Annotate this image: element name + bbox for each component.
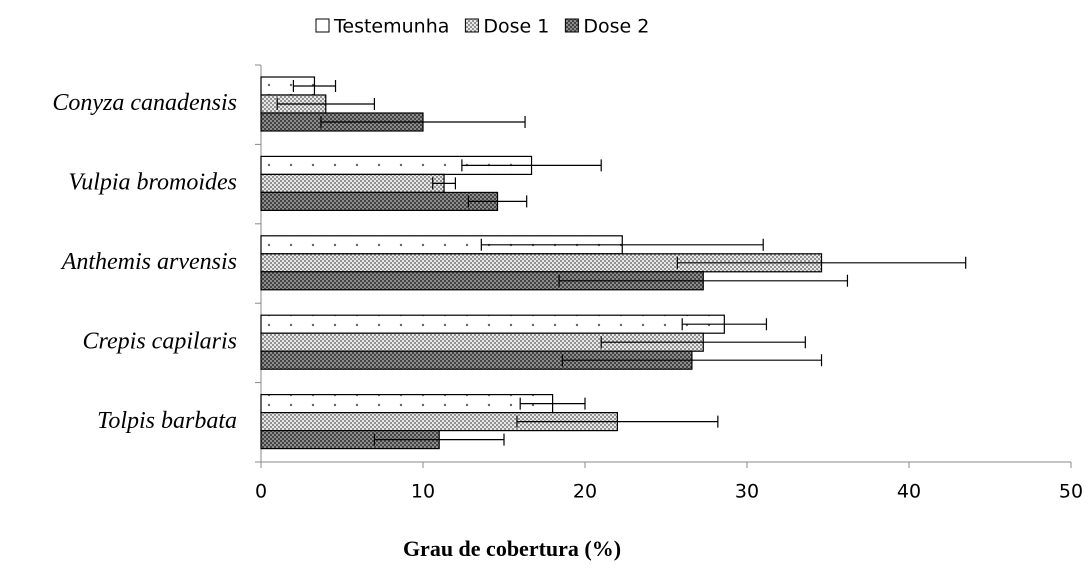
error-bar: [676, 256, 967, 269]
error-bar: [292, 80, 337, 92]
bar: [260, 191, 499, 211]
error-bar: [600, 336, 806, 349]
legend-label: Dose 1: [483, 16, 549, 38]
category-label: Tolpis barbata: [97, 408, 237, 434]
error-bar: [373, 433, 505, 446]
x-tick-label: 0: [255, 481, 267, 503]
legend-swatch: [315, 18, 330, 33]
x-tick-label: 20: [573, 481, 597, 503]
category-label: Crepis capilaris: [83, 328, 237, 354]
bar: [260, 394, 554, 414]
bar: [260, 173, 445, 193]
x-tick-label: 10: [411, 481, 435, 503]
error-bar: [467, 195, 528, 208]
x-tick-label: 40: [897, 481, 921, 503]
legend-label: Testemunha: [333, 16, 449, 38]
error-bar: [432, 177, 456, 190]
bar: [260, 314, 725, 334]
x-tick-label: 50: [1059, 481, 1083, 503]
category-label: Anthemis arvensis: [60, 249, 237, 275]
category-label: Vulpia bromoides: [68, 170, 237, 196]
error-bar: [320, 116, 526, 128]
x-axis-label: Grau de cobertura (%): [403, 536, 621, 561]
error-bar: [516, 415, 719, 428]
error-bar: [561, 354, 823, 367]
error-bar: [461, 159, 602, 172]
error-bar: [276, 98, 375, 110]
x-tick-label: 30: [735, 481, 759, 503]
error-bar: [558, 274, 849, 287]
category-label: Conyza canadensis: [52, 90, 237, 116]
error-bar: [480, 238, 764, 251]
legend-swatch: [464, 18, 479, 33]
legend-swatch: [564, 18, 579, 33]
error-bar: [681, 318, 768, 331]
legend-label: Dose 2: [583, 16, 649, 38]
error-bar: [519, 397, 586, 410]
